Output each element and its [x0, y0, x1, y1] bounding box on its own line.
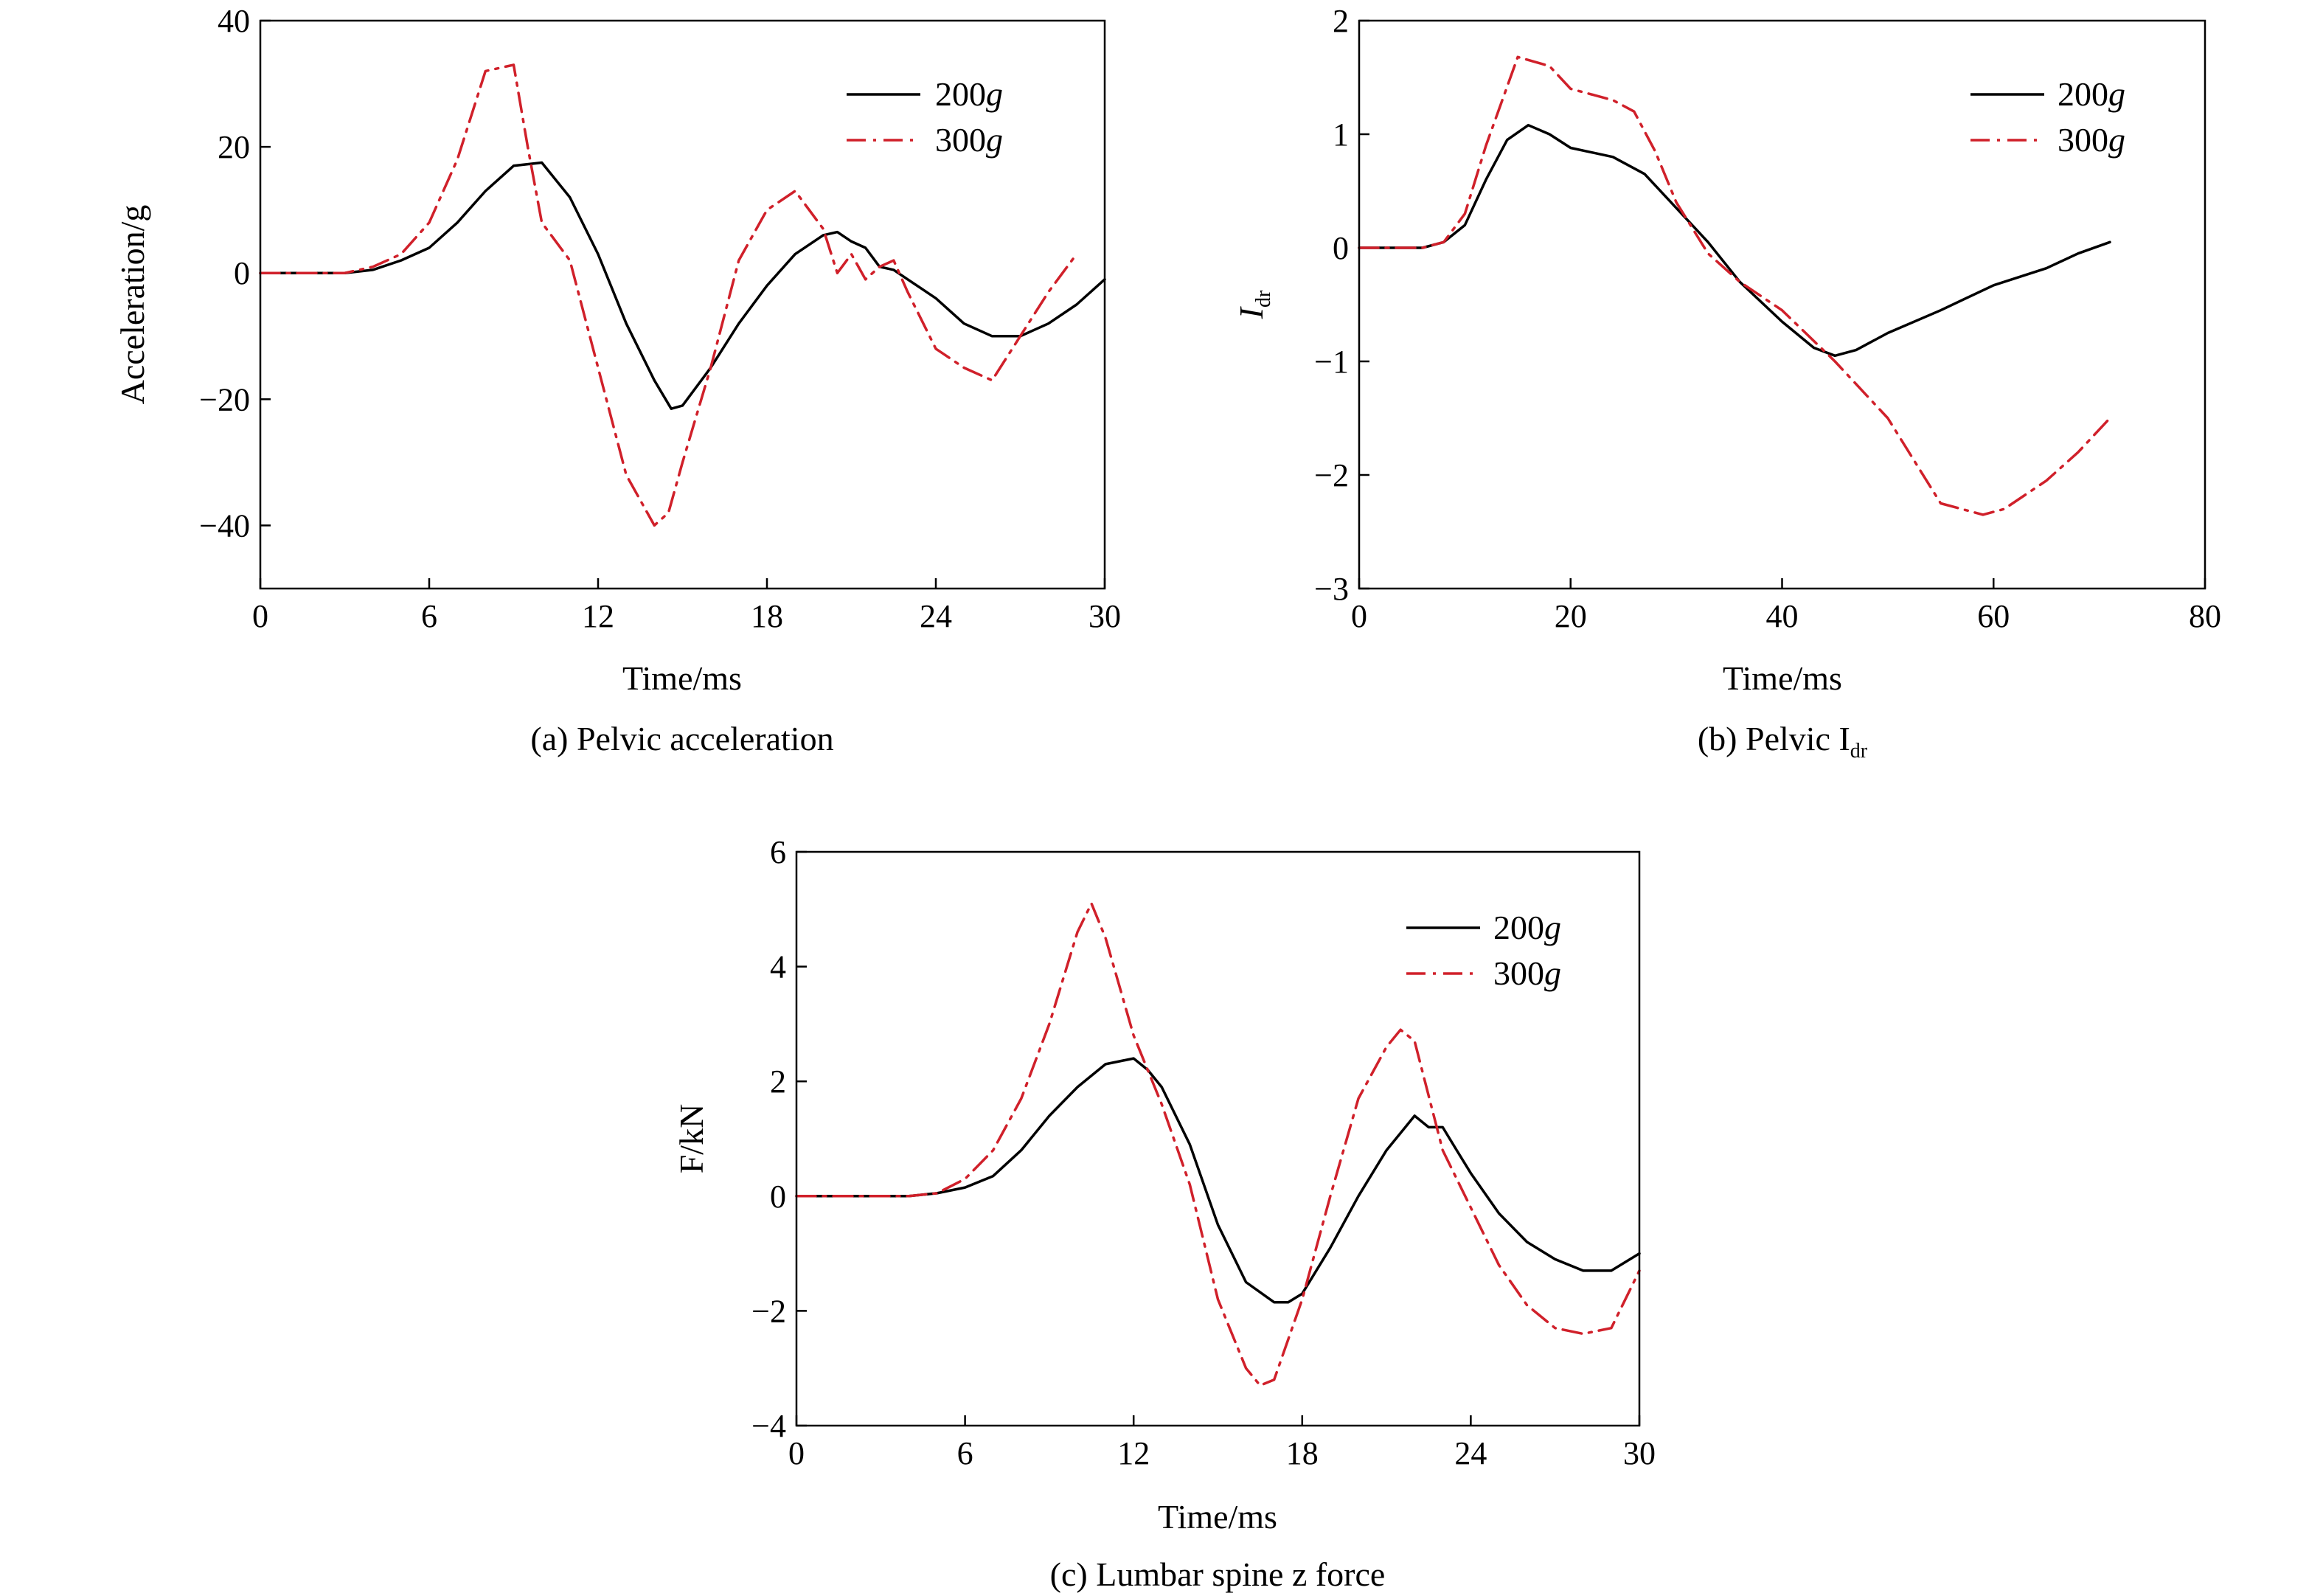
x-tick-label: 60: [1977, 598, 2010, 634]
series-line-300g: [795, 902, 1641, 1387]
x-tick-label: 18: [1286, 1435, 1319, 1471]
y-tick-label: 2: [770, 1064, 786, 1100]
series-line-200g: [795, 1057, 1641, 1304]
panel-caption-main: (b) Pelvic I: [1698, 720, 1850, 757]
legend-label-200g: 200g: [935, 75, 1003, 113]
panel-caption: (c) Lumbar spine z force: [1050, 1555, 1386, 1593]
y-axis-label: Acceleration/g: [114, 205, 151, 405]
y-tick-label: −3: [1314, 571, 1349, 607]
y-tick-label: 4: [770, 949, 786, 985]
y-tick-label: −1: [1314, 344, 1349, 380]
y-axis-label-subscript: dr: [1252, 290, 1275, 308]
legend-unit: g: [2108, 75, 2125, 113]
panel-caption-subscript: dr: [1850, 740, 1868, 763]
plot-area: [1358, 55, 2111, 516]
y-tick-label: 0: [1333, 230, 1349, 266]
plot-area: [795, 902, 1641, 1387]
series-line-200g: [259, 161, 1106, 410]
y-axis-label: F/kN: [673, 1104, 710, 1174]
legend-label-300g: 300g: [935, 121, 1003, 159]
x-tick-label: 40: [1766, 598, 1799, 634]
axis-frame: [259, 19, 1106, 590]
y-tick-labels: 6 4 2 0 −2 −4: [751, 834, 786, 1444]
y-tick-label: 20: [218, 129, 250, 165]
x-tick-label: 80: [2189, 598, 2221, 634]
y-tick-label: 0: [770, 1179, 786, 1215]
y-tick-label: 40: [218, 3, 250, 39]
panel-caption: (b) Pelvic Idr: [1698, 720, 1868, 763]
x-tick-label: 6: [957, 1435, 973, 1471]
legend-number: 300: [2058, 121, 2108, 159]
panel-caption: (a) Pelvic acceleration: [530, 720, 833, 757]
x-axis-label: Time/ms: [1158, 1498, 1277, 1536]
x-axis-label: Time/ms: [622, 659, 742, 697]
legend-label-300g: 300g: [2058, 121, 2125, 159]
legend-unit: g: [986, 121, 1003, 159]
chart-lumbar-spine-z-force: 0 6 12 18 24 30 6 4 2 0 −2 −4 Time/ms F/kN (c) Lum…: [673, 834, 1656, 1593]
y-tick-label: 0: [234, 255, 250, 291]
x-tick-label: 24: [920, 598, 952, 634]
x-tick-label: 0: [788, 1435, 805, 1471]
x-tick-label: 18: [751, 598, 783, 634]
chart-pelvic-idr: 0 20 40 60 80 2 1 0 −1 −2 −3 Time/ms Idr (b) Pelv…: [1232, 3, 2221, 763]
y-axis-label-main: I: [1232, 305, 1270, 319]
axis-frame: [795, 850, 1641, 1427]
y-tick-label: 1: [1333, 117, 1349, 153]
y-tick-label: −4: [751, 1408, 786, 1444]
legend-unit: g: [986, 75, 1003, 113]
y-tick-label: −2: [751, 1293, 786, 1329]
y-tick-label: −40: [199, 507, 250, 544]
y-axis-label: Idr: [1232, 290, 1275, 319]
y-tick-labels: 2 1 0 −1 −2 −3: [1314, 3, 1349, 607]
y-axis-label-text: F/kN: [673, 1104, 710, 1174]
series-line-300g: [1358, 55, 2111, 516]
x-tick-labels: 0 20 40 60 80: [1351, 598, 2221, 634]
x-tick-labels: 0 6 12 18 24 30: [252, 598, 1121, 634]
x-tick-label: 12: [582, 598, 614, 634]
legend-number: 200: [2058, 75, 2108, 113]
legend-unit: g: [2108, 121, 2125, 159]
legend-number: 200: [935, 75, 986, 113]
legend-label-200g: 200g: [2058, 75, 2125, 113]
x-tick-label: 0: [1351, 598, 1367, 634]
legend-unit: g: [1544, 954, 1561, 992]
legend-number: 300: [1493, 954, 1544, 992]
legend-number: 300: [935, 121, 986, 159]
x-tick-label: 30: [1623, 1435, 1656, 1471]
legend-label-200g: 200g: [1493, 909, 1561, 946]
legend-label-300g: 300g: [1493, 954, 1561, 992]
series-line-200g: [1358, 123, 2111, 358]
x-axis-label: Time/ms: [1723, 659, 1842, 697]
y-axis-label-text: Acceleration/g: [114, 205, 151, 405]
plot-area: [259, 63, 1106, 527]
y-tick-label: −2: [1314, 457, 1349, 493]
legend: 200g 300g: [847, 75, 1003, 159]
x-tick-label: 20: [1555, 598, 1587, 634]
legend-number: 200: [1493, 909, 1544, 946]
x-tick-label: 30: [1088, 598, 1121, 634]
x-tick-labels: 0 6 12 18 24 30: [788, 1435, 1656, 1471]
x-tick-label: 24: [1454, 1435, 1487, 1471]
legend: 200g 300g: [1970, 75, 2125, 159]
axis-frame: [1358, 19, 2206, 590]
x-tick-label: 6: [421, 598, 437, 634]
legend: 200g 300g: [1406, 909, 1561, 992]
y-tick-labels: 40 20 0 −20 −40: [199, 3, 250, 544]
x-tick-label: 0: [252, 598, 268, 634]
x-tick-label: 12: [1117, 1435, 1150, 1471]
y-tick-label: 2: [1333, 3, 1349, 39]
legend-unit: g: [1544, 909, 1561, 946]
y-tick-label: 6: [770, 834, 786, 870]
series-line-300g: [259, 63, 1078, 527]
y-tick-label: −20: [199, 381, 250, 417]
